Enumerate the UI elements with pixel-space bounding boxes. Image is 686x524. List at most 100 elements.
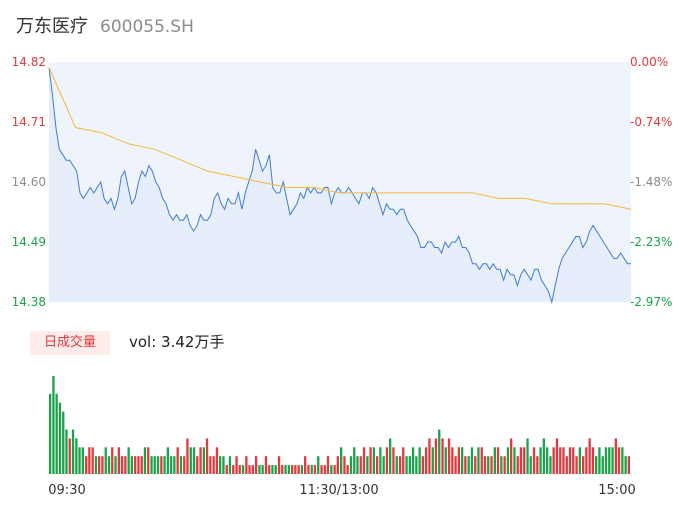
volume-bar bbox=[81, 447, 84, 474]
volume-bar bbox=[447, 438, 451, 474]
volume-bar bbox=[98, 456, 101, 474]
volume-bar bbox=[107, 456, 111, 474]
volume-bar bbox=[163, 456, 166, 474]
volume-bar bbox=[317, 456, 320, 474]
volume-bar bbox=[353, 447, 356, 474]
volume-bar bbox=[487, 456, 490, 474]
volume-bar bbox=[307, 465, 310, 474]
volume-bar bbox=[150, 456, 153, 474]
volume-bar bbox=[173, 456, 176, 474]
volume-bar bbox=[536, 456, 539, 474]
volume-bar bbox=[310, 465, 313, 474]
volume-bar bbox=[604, 447, 608, 474]
average-price-line bbox=[48, 67, 632, 210]
volume-bar bbox=[425, 447, 428, 474]
volume-bar bbox=[532, 447, 536, 474]
volume-bar bbox=[362, 447, 366, 474]
volume-bar bbox=[415, 456, 418, 474]
volume-bar bbox=[205, 438, 209, 474]
volume-bar bbox=[496, 447, 500, 474]
volume-bar bbox=[457, 447, 460, 474]
volume-bar bbox=[264, 456, 268, 474]
volume-bar bbox=[209, 456, 212, 474]
volume-bar bbox=[176, 447, 179, 474]
y-tick-right: -0.74% bbox=[630, 115, 672, 129]
volume-bar bbox=[192, 447, 196, 474]
volume-bar bbox=[179, 456, 183, 474]
volume-bar bbox=[199, 447, 202, 474]
volume-bar bbox=[621, 447, 624, 474]
volume-bar bbox=[441, 438, 444, 474]
volume-bar bbox=[542, 438, 545, 474]
volume-bar bbox=[134, 456, 137, 474]
volume-bar bbox=[130, 456, 133, 474]
volume-bar bbox=[513, 447, 516, 474]
volume-bar bbox=[588, 438, 591, 474]
volume-bar bbox=[183, 456, 186, 474]
volume-bar bbox=[127, 447, 130, 474]
volume-bar bbox=[143, 447, 147, 474]
y-tick-left: 14.82 bbox=[12, 55, 46, 69]
volume-bar bbox=[326, 456, 330, 474]
volume-bar bbox=[255, 456, 258, 474]
volume-bar bbox=[444, 447, 447, 474]
volume-bar bbox=[281, 465, 284, 474]
volume-bar bbox=[349, 456, 353, 474]
volume-bar bbox=[434, 438, 438, 474]
volume-bar bbox=[166, 447, 169, 474]
volume-bar bbox=[94, 456, 98, 474]
volume-bar bbox=[156, 456, 160, 474]
volume-bar bbox=[238, 465, 241, 474]
volume-bar bbox=[608, 447, 611, 474]
volume-bar bbox=[454, 456, 457, 474]
volume-bar bbox=[526, 438, 529, 474]
volume-bar bbox=[245, 456, 248, 474]
volume-bar bbox=[562, 447, 565, 474]
daily-volume-tab[interactable]: 日成交量 bbox=[30, 331, 110, 355]
y-tick-left: 14.60 bbox=[12, 175, 46, 189]
volume-bar bbox=[336, 456, 339, 474]
volume-bar bbox=[65, 429, 68, 474]
volume-bar bbox=[467, 456, 470, 474]
volume-bar bbox=[274, 465, 277, 474]
volume-bar bbox=[212, 456, 215, 474]
volume-bar bbox=[405, 456, 408, 474]
volume-bar bbox=[225, 465, 228, 474]
volume-bar bbox=[552, 447, 555, 474]
volume-bar bbox=[572, 447, 575, 474]
volume-bar bbox=[235, 456, 238, 474]
volume-bar bbox=[418, 447, 421, 474]
volume-bar bbox=[356, 456, 359, 474]
volume-bar bbox=[117, 447, 120, 474]
volume-bar bbox=[490, 456, 493, 474]
volume-bar bbox=[539, 447, 542, 474]
volume-bar bbox=[52, 376, 55, 474]
volume-bar bbox=[49, 393, 52, 474]
volume-bar bbox=[503, 456, 506, 474]
volume-bar bbox=[268, 465, 271, 474]
y-tick-left: 14.38 bbox=[12, 295, 46, 309]
volume-bar bbox=[529, 456, 532, 474]
volume-bar bbox=[598, 447, 601, 474]
volume-bar bbox=[153, 456, 156, 474]
volume-bar bbox=[591, 447, 595, 474]
volume-bar bbox=[241, 465, 245, 474]
volume-bar bbox=[304, 456, 307, 474]
volume-bar bbox=[202, 447, 205, 474]
volume-bar bbox=[196, 456, 199, 474]
volume-bar bbox=[568, 447, 572, 474]
volume-bar bbox=[251, 465, 254, 474]
volume-bar bbox=[601, 456, 604, 474]
volume-bar bbox=[428, 438, 431, 474]
volume-bar bbox=[402, 447, 405, 474]
volume-bar bbox=[411, 447, 415, 474]
volume-bar bbox=[483, 456, 487, 474]
volume-bar bbox=[379, 447, 382, 474]
volume-bar bbox=[228, 456, 232, 474]
volume-bar bbox=[111, 447, 114, 474]
y-tick-right: -1.48% bbox=[630, 175, 672, 189]
volume-bar bbox=[506, 447, 510, 474]
volume-bar bbox=[258, 465, 261, 474]
volume-bar bbox=[58, 402, 62, 474]
volume-bar bbox=[438, 429, 441, 474]
